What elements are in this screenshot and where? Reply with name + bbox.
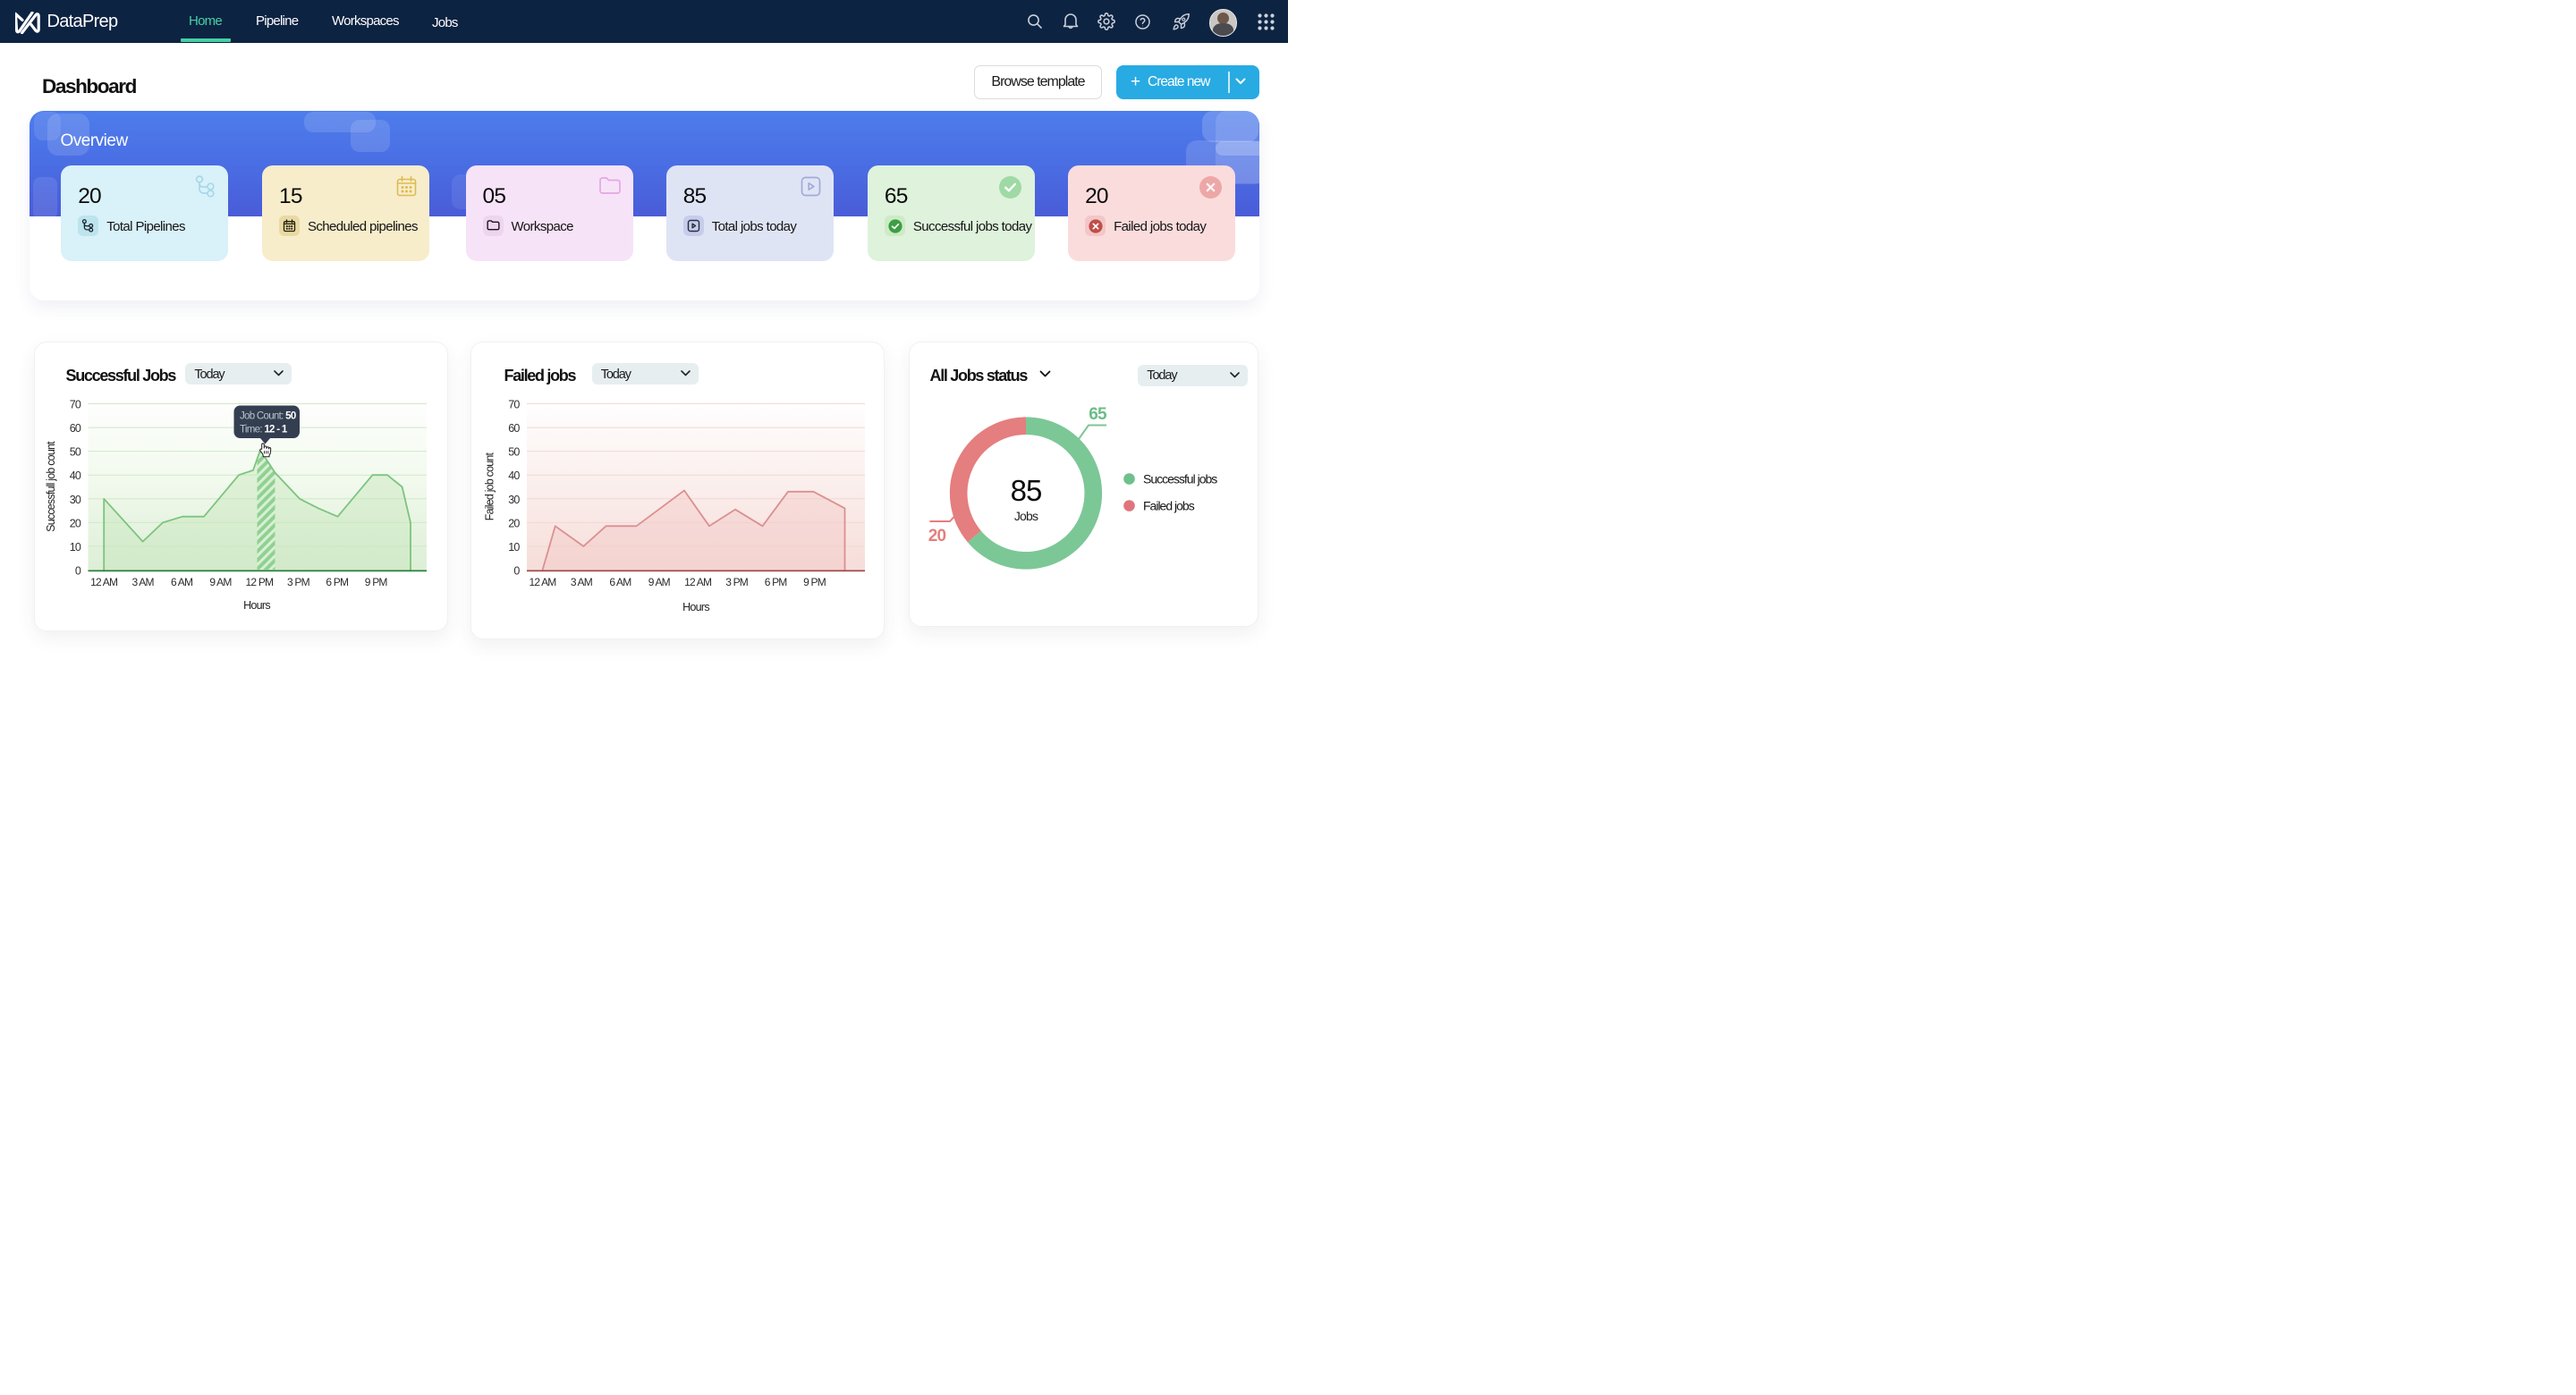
svg-text:Job Count: 50: Job Count: 50 <box>240 410 296 421</box>
svg-text:60: 60 <box>70 422 81 435</box>
svg-text:Successfull job count: Successfull job count <box>45 440 57 531</box>
svg-text:3 PM: 3 PM <box>725 576 749 588</box>
svg-text:6 AM: 6 AM <box>171 576 193 588</box>
svg-text:3 PM: 3 PM <box>287 576 310 588</box>
svg-text:40: 40 <box>70 469 81 482</box>
svg-text:9 AM: 9 AM <box>648 576 670 588</box>
svg-text:3 AM: 3 AM <box>132 576 155 588</box>
svg-text:9 PM: 9 PM <box>803 576 826 588</box>
svg-text:70: 70 <box>508 398 520 410</box>
svg-text:Hours: Hours <box>243 599 270 612</box>
svg-text:12 AM: 12 AM <box>90 576 118 588</box>
svg-text:9 AM: 9 AM <box>209 576 232 588</box>
svg-text:12 AM: 12 AM <box>684 576 712 588</box>
svg-text:40: 40 <box>508 469 520 482</box>
svg-text:50: 50 <box>70 445 81 458</box>
svg-text:30: 30 <box>70 493 81 505</box>
svg-text:10: 10 <box>508 540 520 553</box>
svg-text:Failed jobs: Failed jobs <box>1143 498 1195 512</box>
svg-text:Jobs: Jobs <box>1014 509 1038 523</box>
svg-text:12 AM: 12 AM <box>529 576 556 588</box>
svg-text:50: 50 <box>508 445 520 458</box>
svg-text:0: 0 <box>75 564 81 577</box>
svg-text:65: 65 <box>1089 405 1107 424</box>
svg-text:9 PM: 9 PM <box>365 576 388 588</box>
svg-text:10: 10 <box>70 540 81 553</box>
svg-text:Failed job count: Failed job count <box>483 452 496 520</box>
svg-text:60: 60 <box>508 422 520 435</box>
svg-text:6 PM: 6 PM <box>326 576 349 588</box>
svg-text:Successful jobs: Successful jobs <box>1143 471 1217 486</box>
svg-text:0: 0 <box>513 564 520 577</box>
svg-text:70: 70 <box>70 398 81 410</box>
svg-text:20: 20 <box>70 517 81 529</box>
svg-text:Time: 12 - 1: Time: 12 - 1 <box>240 424 288 435</box>
svg-text:Hours: Hours <box>682 601 709 613</box>
svg-text:30: 30 <box>508 493 520 505</box>
svg-text:6 AM: 6 AM <box>609 576 631 588</box>
svg-text:3 AM: 3 AM <box>570 576 592 588</box>
svg-text:12 PM: 12 PM <box>246 576 274 588</box>
svg-text:85: 85 <box>1011 474 1042 507</box>
svg-text:20: 20 <box>928 527 946 545</box>
svg-text:6 PM: 6 PM <box>764 576 787 588</box>
svg-text:20: 20 <box>508 517 520 529</box>
